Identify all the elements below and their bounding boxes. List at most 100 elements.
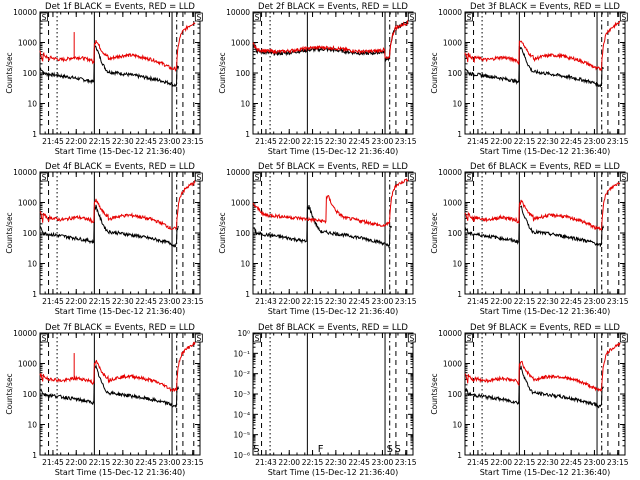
lld-series-line [464, 20, 621, 72]
x-tick-label: 22:45 [135, 137, 157, 146]
marker-label: S [621, 173, 626, 182]
y-axis-label: Counts/sec [430, 212, 439, 253]
y-tick-label: 10⁻³ [233, 390, 250, 399]
y-tick-label: 10 [452, 100, 462, 109]
y-tick-label: 1 [32, 451, 37, 460]
x-tick-label: 22:00 [278, 137, 300, 146]
x-axis-label: Start Time (15-Dec-12 21:36:40) [268, 307, 399, 316]
x-tick-label: 22:00 [490, 458, 512, 467]
x-tick-label: 22:45 [560, 297, 582, 306]
y-tick-label: 10⁻¹ [233, 349, 250, 358]
x-tick-label: 21:45 [42, 137, 64, 146]
bottom-marker-label: S [253, 444, 259, 455]
marker-box [465, 172, 473, 182]
x-tick-label: 21:45 [42, 297, 64, 306]
x-tick-label: 22:30 [537, 297, 559, 306]
chart-title: Det 3f BLACK = Events, RED = LLD [470, 2, 620, 12]
y-tick-label: 100 [23, 229, 38, 238]
y-tick-label: 100 [236, 229, 251, 238]
y-tick-label: 1000 [18, 360, 37, 369]
x-tick-label: 23:15 [395, 137, 417, 146]
chart-title: Det 1f BLACK = Events, RED = LLD [45, 2, 195, 12]
events-series-line [464, 205, 605, 248]
x-tick-label: 22:45 [560, 458, 582, 467]
chart-panel-8: Det 8f BLACK = Events, RED = LLD 10⁻⁶ 10⁻⁵… [233, 323, 416, 477]
lld-series-line [252, 177, 409, 227]
lld-series-line [252, 19, 409, 59]
marker-box [407, 172, 416, 182]
marker-box [619, 333, 628, 343]
y-tick-label: 100 [448, 229, 463, 238]
y-tick-label: 1000 [231, 39, 250, 48]
chart-title: Det 8f BLACK = Events, RED = LLD [258, 323, 408, 333]
y-tick-label: 1 [245, 290, 250, 299]
x-axis-label: Start Time (15-Dec-12 21:36:40) [55, 147, 186, 156]
marker-box [40, 172, 48, 182]
events-series-line [39, 45, 180, 88]
x-tick-label: 22:15 [302, 297, 324, 306]
x-tick-label: 22:45 [348, 458, 370, 467]
marker-box [40, 333, 48, 343]
marker-box [619, 12, 628, 22]
marker-box [465, 333, 473, 343]
y-tick-label: 1000 [18, 199, 37, 208]
marker-box [407, 12, 416, 22]
x-tick-label: 22:30 [112, 458, 134, 467]
x-tick-label: 21:43 [255, 297, 277, 306]
chart-panel-1: Det 1f BLACK = Events, RED = LLD 1 10 100 10… [5, 2, 204, 156]
chart-title: Det 2f BLACK = Events, RED = LLD [258, 2, 408, 12]
x-tick-label: 22:45 [348, 297, 370, 306]
marker-label: S [42, 334, 47, 343]
x-tick-label: 22:00 [65, 137, 87, 146]
x-tick-label: 22:15 [302, 137, 324, 146]
x-tick-label: 21:45 [255, 137, 277, 146]
lld-series-line [39, 22, 196, 72]
x-tick-label: 22:00 [490, 137, 512, 146]
chart-title: Det 7f BLACK = Events, RED = LLD [45, 323, 195, 333]
y-tick-label: 1 [457, 290, 462, 299]
y-tick-label: 1 [457, 451, 462, 460]
lld-series-line [39, 179, 196, 231]
events-series-line [39, 204, 179, 248]
x-tick-label: 21:45 [467, 137, 489, 146]
x-tick-label: 22:00 [278, 297, 300, 306]
x-tick-label: 23:15 [182, 137, 204, 146]
y-tick-label: 10000 [13, 168, 37, 177]
x-tick-label: 23:00 [372, 458, 394, 467]
y-axis-label: Counts/sec [430, 52, 439, 93]
y-tick-label: 1000 [443, 360, 462, 369]
y-tick-label: 10 [452, 260, 462, 269]
x-axis-label: Start Time (15-Dec-12 21:36:40) [55, 468, 186, 477]
y-tick-label: 100 [448, 390, 463, 399]
x-axis-label: Start Time (15-Dec-12 21:36:40) [480, 147, 611, 156]
y-tick-label: 10000 [438, 168, 462, 177]
x-tick-label: 22:45 [560, 137, 582, 146]
x-tick-label: 23:00 [584, 458, 606, 467]
y-tick-label: 100 [23, 69, 38, 78]
x-tick-label: 23:00 [159, 458, 181, 467]
marker-label: S [42, 13, 47, 22]
x-tick-label: 22:00 [65, 458, 87, 467]
marker-box [619, 172, 628, 182]
y-tick-label: 1000 [443, 199, 462, 208]
chart-title: Det 5f BLACK = Events, RED = LLD [258, 162, 408, 172]
marker-label: S [255, 173, 260, 182]
x-tick-label: 21:45 [42, 458, 64, 467]
chart-panel-5: Det 5f BLACK = Events, RED = LLD 1 10 100 10… [218, 162, 417, 316]
y-tick-label: 1 [245, 130, 250, 139]
y-tick-label: 10 [27, 100, 37, 109]
x-tick-label: 22:15 [514, 458, 536, 467]
x-tick-label: 23:00 [159, 297, 181, 306]
x-axis-label: Start Time (15-Dec-12 21:36:40) [268, 147, 399, 156]
plot-frame [252, 11, 414, 135]
y-axis-label: Counts/sec [218, 212, 227, 253]
x-tick-label: 22:15 [89, 297, 111, 306]
y-tick-label: 10000 [13, 8, 37, 17]
y-tick-label: 100 [236, 69, 251, 78]
y-tick-label: 10000 [13, 329, 37, 338]
marker-box [465, 12, 473, 22]
marker-label: S [409, 334, 414, 343]
lld-series-line [464, 342, 621, 392]
chart-title: Det 4f BLACK = Events, RED = LLD [45, 162, 195, 172]
x-tick-label: 22:30 [325, 458, 347, 467]
